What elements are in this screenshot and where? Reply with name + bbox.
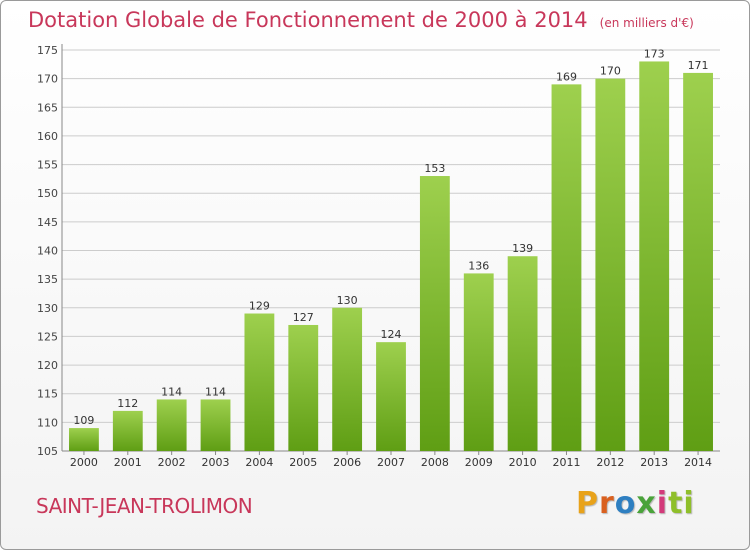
bars <box>69 61 713 452</box>
bar-value-label: 124 <box>381 328 402 341</box>
commune-name: SAINT-JEAN-TROLIMON <box>36 494 253 518</box>
x-tick-label: 2011 <box>552 456 580 469</box>
bar <box>639 61 670 451</box>
bar <box>419 176 450 451</box>
bar-value-label: 109 <box>73 414 94 427</box>
chart-unit: (en milliers d'€) <box>599 16 694 30</box>
x-tick-label: 2012 <box>596 456 624 469</box>
bar <box>376 342 406 451</box>
y-tick-label: 135 <box>37 273 58 286</box>
x-tick-label: 2004 <box>245 456 273 469</box>
bar <box>69 428 99 451</box>
labels: 105 110 115 120 125 130 135 140 145 150 155 160 165 1… <box>37 44 712 469</box>
y-tick-label: 110 <box>37 416 58 429</box>
bar <box>156 399 187 451</box>
y-tick-label: 130 <box>37 302 58 315</box>
y-tick-label: 125 <box>37 330 58 343</box>
bar-value-label: 130 <box>337 294 358 307</box>
x-tick-label: 2000 <box>70 456 98 469</box>
y-tick-label: 170 <box>37 73 58 86</box>
logo-letter: P <box>576 486 599 521</box>
y-tick-label: 150 <box>37 187 58 200</box>
bar-value-label: 170 <box>600 65 621 78</box>
y-tick-label: 155 <box>37 159 58 172</box>
x-tick-label: 2008 <box>421 456 449 469</box>
x-tick-label: 2010 <box>509 456 537 469</box>
bar-value-label: 139 <box>512 242 533 255</box>
bar-value-label: 173 <box>644 47 665 60</box>
y-tick-label: 140 <box>37 245 58 258</box>
bar <box>244 313 275 451</box>
y-tick-label: 175 <box>37 44 58 57</box>
logo-letter: r <box>599 486 615 521</box>
logo-letter: i <box>656 486 669 521</box>
bar <box>551 84 582 451</box>
x-tick-label: 2003 <box>202 456 230 469</box>
bar-value-label: 129 <box>249 300 270 313</box>
bar <box>463 273 494 451</box>
chart-title-text: Dotation Globale de Fonctionnement de 20… <box>28 8 588 32</box>
y-tick-label: 120 <box>37 359 58 372</box>
x-tick-label: 2005 <box>289 456 317 469</box>
bar-value-label: 171 <box>688 59 709 72</box>
logo-letter: x <box>636 486 657 521</box>
chart-title: Dotation Globale de Fonctionnement de 20… <box>28 8 694 32</box>
bar <box>507 256 538 451</box>
x-tick-label: 2007 <box>377 456 405 469</box>
y-tick-label: 105 <box>37 445 58 458</box>
proxiti-logo: Proxiti <box>576 486 695 521</box>
y-tick-label: 145 <box>37 216 58 229</box>
x-tick-label: 2013 <box>640 456 668 469</box>
logo-letter: ti <box>668 486 695 521</box>
y-tick-label: 165 <box>37 101 58 114</box>
x-tick-label: 2001 <box>114 456 142 469</box>
logo-letter: o <box>614 486 637 521</box>
x-tick-label: 2014 <box>684 456 712 469</box>
bar-value-label: 169 <box>556 70 577 83</box>
bar-value-label: 112 <box>117 397 138 410</box>
x-tick-label: 2009 <box>465 456 493 469</box>
bar <box>288 324 319 451</box>
bar-value-label: 114 <box>205 385 226 398</box>
bar <box>112 410 143 451</box>
bar-value-label: 153 <box>424 162 445 175</box>
bar-value-label: 127 <box>293 311 314 324</box>
bar <box>332 307 363 451</box>
x-tick-label: 2002 <box>158 456 186 469</box>
bar <box>595 78 626 452</box>
bar-value-label: 136 <box>468 259 489 272</box>
y-tick-label: 160 <box>37 130 58 143</box>
y-tick-label: 115 <box>37 388 58 401</box>
x-tick-label: 2006 <box>333 456 361 469</box>
bar <box>200 399 231 451</box>
bar-value-label: 114 <box>161 385 182 398</box>
bar <box>683 72 713 452</box>
